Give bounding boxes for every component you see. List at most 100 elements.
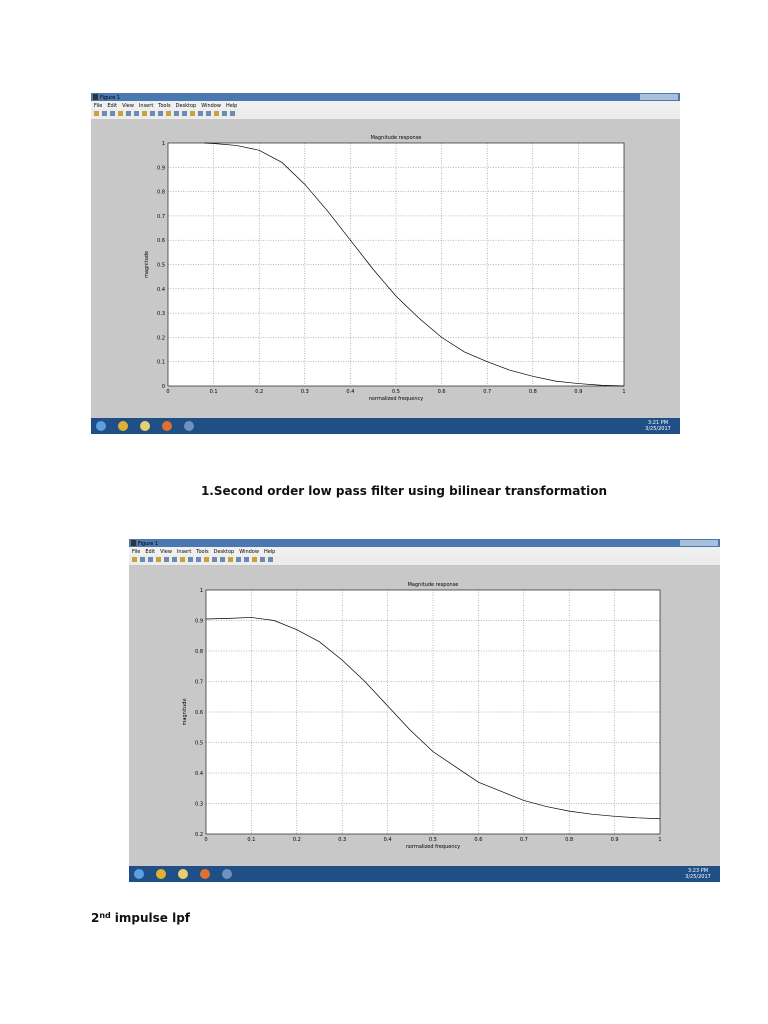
toolbar-icon — [206, 111, 211, 116]
x-tick-label: 0.7 — [520, 837, 528, 843]
toolbar-icon — [228, 557, 233, 562]
caption: 1.Second order low pass filter using bil… — [201, 484, 607, 498]
toolbar-icon — [220, 557, 225, 562]
y-tick-label: 0.4 — [195, 771, 203, 777]
toolbar-icon — [196, 557, 201, 562]
taskbar-icon — [134, 869, 144, 879]
toolbar-icon — [118, 111, 123, 116]
caption: 2nd impulse lpf — [91, 911, 191, 925]
toolbar-icon — [134, 111, 139, 116]
taskbar-date: 3/25/2017 — [685, 874, 711, 880]
app-icon — [131, 540, 136, 546]
toolbar-icon — [236, 557, 241, 562]
window-title: Figure 1 — [100, 95, 120, 101]
menu-item: Insert — [177, 549, 191, 555]
y-axis-label: magnitude — [144, 251, 150, 278]
toolbar — [91, 109, 680, 119]
toolbar-icon — [110, 111, 115, 116]
toolbar-icon — [102, 111, 107, 116]
toolbar-icon — [158, 111, 163, 116]
menu-item: Window — [201, 103, 221, 109]
taskbar-icon — [200, 869, 210, 879]
menu-item: Edit — [145, 549, 155, 555]
y-tick-label: 0 — [162, 384, 165, 390]
menu-item: File — [132, 549, 140, 555]
toolbar-icon — [164, 557, 169, 562]
toolbar-icon — [268, 557, 273, 562]
x-tick-label: 0.4 — [384, 837, 392, 843]
x-tick-label: 1 — [658, 837, 661, 843]
x-tick-label: 0.9 — [574, 389, 582, 395]
toolbar-icon — [204, 557, 209, 562]
y-tick-label: 0.6 — [157, 238, 165, 244]
x-tick-label: 0.8 — [529, 389, 537, 395]
toolbar-icon — [148, 557, 153, 562]
taskbar-icon — [118, 421, 128, 431]
menu-item: Insert — [139, 103, 153, 109]
y-tick-label: 0.9 — [195, 619, 203, 625]
x-tick-label: 0.6 — [438, 389, 446, 395]
x-tick-label: 0.6 — [474, 837, 482, 843]
caption-number: 2 — [91, 911, 99, 925]
x-tick-label: 0.2 — [293, 837, 301, 843]
y-tick-label: 0.8 — [157, 190, 165, 196]
menu-item: Desktop — [176, 103, 197, 109]
caption-suffix: nd — [99, 911, 111, 920]
taskbar-icon — [222, 869, 232, 879]
y-axis-label: magnitude — [182, 698, 188, 725]
chart-title: Magnitude response — [371, 135, 422, 141]
toolbar-icon — [140, 557, 145, 562]
toolbar-icon — [150, 111, 155, 116]
title-bar — [129, 539, 720, 547]
toolbar-icon — [198, 111, 203, 116]
toolbar-icon — [260, 557, 265, 562]
y-tick-label: 0.3 — [195, 802, 203, 808]
menu-item: View — [160, 549, 172, 555]
app-icon — [93, 94, 98, 100]
x-axis-label: normalized frequency — [369, 396, 423, 402]
menu-item: File — [94, 103, 102, 109]
y-tick-label: 0.7 — [157, 214, 165, 220]
toolbar-icon — [126, 111, 131, 116]
taskbar-icon — [184, 421, 194, 431]
menu-item: Tools — [195, 549, 209, 555]
toolbar-icon — [244, 557, 249, 562]
toolbar-icon — [222, 111, 227, 116]
taskbar-time: 3:23 PM — [688, 868, 708, 874]
y-tick-label: 0.2 — [157, 335, 165, 341]
x-tick-label: 0 — [166, 389, 169, 395]
taskbar-time: 3:21 PM — [648, 420, 668, 426]
toolbar-icon — [252, 557, 257, 562]
y-tick-label: 0.6 — [195, 710, 203, 716]
taskbar-date: 3/25/2017 — [645, 426, 671, 432]
x-axis-label: normalized frequency — [406, 844, 460, 850]
caption-text: impulse lpf — [115, 911, 191, 925]
toolbar-icon — [180, 557, 185, 562]
menu-item: Edit — [107, 103, 117, 109]
toolbar-icon — [182, 111, 187, 116]
x-tick-label: 0 — [204, 837, 207, 843]
y-tick-label: 0.5 — [157, 263, 165, 269]
window-title: Figure 1 — [138, 541, 158, 547]
toolbar-icon — [156, 557, 161, 562]
y-tick-label: 0.1 — [157, 360, 165, 366]
title-bar — [91, 93, 680, 101]
toolbar — [129, 555, 720, 565]
x-tick-label: 0.5 — [429, 837, 437, 843]
x-tick-label: 0.4 — [346, 389, 354, 395]
toolbar-icon — [214, 111, 219, 116]
x-tick-label: 0.7 — [483, 389, 491, 395]
toolbar-icon — [212, 557, 217, 562]
toolbar-icon — [166, 111, 171, 116]
taskbar-icon — [96, 421, 106, 431]
line-series — [205, 617, 661, 820]
taskbar-icon — [162, 421, 172, 431]
y-tick-label: 0.9 — [157, 165, 165, 171]
x-tick-label: 0.9 — [611, 837, 619, 843]
window-controls — [640, 94, 678, 100]
menu-item: Desktop — [214, 549, 235, 555]
toolbar-icon — [132, 557, 137, 562]
chart-title: Magnitude response — [408, 582, 459, 588]
